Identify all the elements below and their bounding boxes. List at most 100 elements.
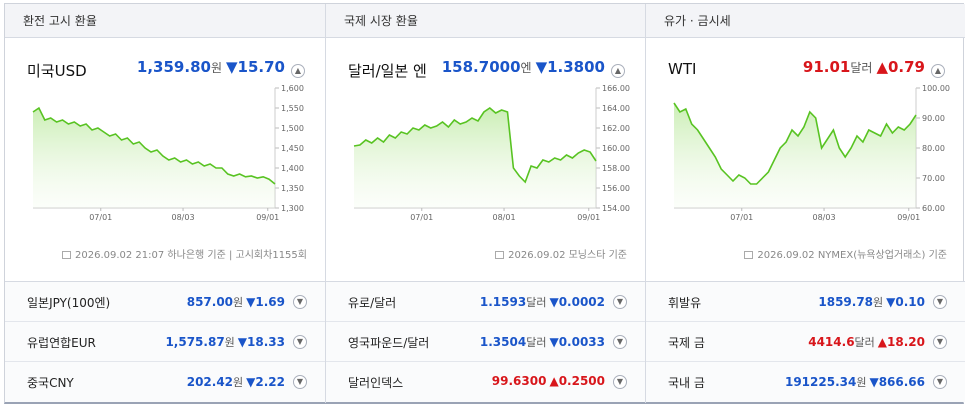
row-change-arrow-icon: ▼ [549, 295, 559, 309]
row-name[interactable]: 유로/달러 [348, 296, 397, 310]
x-tick-label: 08/03 [813, 213, 836, 222]
row-unit: 원 [873, 296, 884, 309]
row-price: 1859.78 [818, 295, 874, 309]
row-unit: 달러 [526, 296, 547, 309]
quote-row[interactable]: 일본JPY(100엔) 857.00원 ▼1.69 ▼ [5, 282, 325, 322]
y-tick-label: 1,450 [281, 144, 304, 153]
y-tick-label: 80.00 [922, 144, 945, 153]
row-name[interactable]: 일본JPY(100엔) [27, 296, 111, 310]
y-tick-label: 1,550 [281, 104, 304, 113]
row-price: 1,575.87 [165, 335, 225, 349]
row-name[interactable]: 중국CNY [27, 376, 74, 390]
expand-chevron-icon[interactable]: ▼ [933, 335, 947, 349]
quote-row[interactable]: 유로/달러 1.1593달러 ▼0.0002 ▼ [326, 282, 645, 322]
row-change: 18.33 [247, 335, 285, 349]
row-name[interactable]: 국내 금 [668, 376, 705, 390]
quote-list: 유로/달러 1.1593달러 ▼0.0002 ▼ 영국파운드/달러 1.3504달러 ▼0.… [326, 281, 645, 402]
quote-row[interactable]: 영국파운드/달러 1.3504달러 ▼0.0033 ▼ [326, 322, 645, 362]
row-price: 1.3504 [479, 335, 527, 349]
main-quote: 달러/일본 엔 158.7000엔 ▼1.3800 ▲ 166.00 164.00 162.… [326, 38, 645, 281]
main-quote: WTI 91.01달러 ▲0.79 ▲ 100.00 90.00 80.00 70.00 60.… [646, 38, 965, 281]
y-tick-label: 100.00 [922, 84, 950, 93]
row-name[interactable]: 유럽연합EUR [27, 336, 96, 350]
quote-row[interactable]: 국제 금 4414.6달러 ▲18.20 ▼ [646, 322, 965, 362]
series-area [674, 103, 916, 208]
series-area [354, 108, 596, 208]
x-tick-label: 09/01 [897, 213, 920, 222]
row-change-arrow-icon: ▲ [549, 374, 559, 388]
change-value: 15.70 [237, 58, 285, 76]
price-value: 158.7000 [441, 58, 521, 76]
expand-chevron-icon[interactable]: ▼ [293, 335, 307, 349]
row-value: 1.3504달러 ▼0.0033 [480, 334, 605, 350]
y-tick-label: 70.00 [922, 174, 945, 183]
expand-chevron-icon[interactable]: ▼ [293, 375, 307, 389]
x-tick-label: 07/01 [89, 213, 112, 222]
row-name[interactable]: 달러인덱스 [348, 376, 404, 390]
row-change-arrow-icon: ▲ [877, 335, 888, 349]
row-price: 99.6300 [491, 374, 547, 388]
quote-price: 1,359.80원 ▼15.70 [137, 58, 285, 76]
quote-list: 일본JPY(100엔) 857.00원 ▼1.69 ▼ 유럽연합EUR 1,575.87원… [5, 281, 325, 402]
row-name[interactable]: 국제 금 [668, 336, 705, 350]
quote-row[interactable]: 중국CNY 202.42원 ▼2.22 ▼ [5, 362, 325, 402]
row-change: 2.22 [255, 375, 285, 389]
price-unit: 달러 [850, 61, 873, 75]
row-value: 1.1593달러 ▼0.0002 [480, 294, 605, 310]
y-tick-label: 166.00 [602, 84, 630, 93]
collapse-toggle-button[interactable]: ▲ [931, 64, 945, 78]
row-unit: 달러 [854, 336, 875, 349]
series-line [32, 106, 276, 185]
row-name[interactable]: 영국파운드/달러 [348, 336, 430, 350]
expand-chevron-icon[interactable]: ▼ [933, 295, 947, 309]
row-value: 1859.78원 ▼0.10 [818, 294, 925, 310]
quote-list: 휘발유 1859.78원 ▼0.10 ▼ 국제 금 4414.6달러 ▲18.20 ▼ 국내 금… [646, 281, 965, 402]
row-value: 191225.34원 ▼866.66 [785, 374, 925, 390]
price-unit: 원 [210, 61, 222, 75]
quote-price: 91.01달러 ▲0.79 [803, 58, 925, 76]
quote-name[interactable]: 미국USD [27, 62, 87, 80]
row-change: 18.20 [887, 335, 925, 349]
change-value: 0.79 [887, 58, 925, 76]
main-quote: 미국USD 1,359.80원 ▼15.70 ▲ 1,600 1,550 1,500 1,45… [5, 38, 325, 281]
expand-chevron-icon[interactable]: ▼ [613, 375, 627, 389]
row-change-arrow-icon: ▼ [246, 375, 256, 389]
expand-chevron-icon[interactable]: ▼ [933, 375, 947, 389]
quote-name[interactable]: WTI [668, 60, 697, 78]
market-widget: 환전 고시 환율 미국USD 1,359.80원 ▼15.70 ▲ 1,600 1,550 1… [4, 3, 965, 404]
collapse-toggle-button[interactable]: ▲ [611, 64, 625, 78]
collapse-toggle-button[interactable]: ▲ [291, 64, 305, 78]
y-tick-label: 90.00 [922, 114, 945, 123]
x-tick-label: 07/01 [730, 213, 753, 222]
column-header[interactable]: 국제 시장 환율 [326, 4, 645, 38]
source-text: 2026.09.02 NYMEX(뉴욕상업거래소) 기준 [757, 250, 947, 261]
expand-chevron-icon[interactable]: ▼ [613, 295, 627, 309]
series-line [673, 102, 917, 185]
quote-row[interactable]: 국내 금 191225.34원 ▼866.66 ▼ [646, 362, 965, 402]
row-price: 202.42 [186, 375, 234, 389]
y-tick-label: 156.00 [602, 184, 630, 193]
row-name[interactable]: 휘발유 [668, 296, 702, 310]
x-tick-label: 07/01 [410, 213, 433, 222]
expand-chevron-icon[interactable]: ▼ [613, 335, 627, 349]
source-text: 2026.09.02 모닝스타 기준 [508, 250, 627, 261]
quote-name[interactable]: 달러/일본 엔 [348, 62, 427, 80]
series-line [353, 106, 597, 184]
column-header[interactable]: 유가 · 금시세 [646, 4, 965, 38]
quote-row[interactable]: 유럽연합EUR 1,575.87원 ▼18.33 ▼ [5, 322, 325, 362]
column-header[interactable]: 환전 고시 환율 [5, 4, 325, 38]
quote-row[interactable]: 휘발유 1859.78원 ▼0.10 ▼ [646, 282, 965, 322]
quote-price: 158.7000엔 ▼1.3800 [442, 58, 605, 76]
row-value: 99.6300 ▲0.2500 [492, 374, 605, 388]
x-tick-label: 09/01 [256, 213, 279, 222]
row-unit: 달러 [526, 336, 547, 349]
change-value: 1.3800 [547, 58, 605, 76]
row-price: 4414.6 [808, 335, 855, 349]
quote-row[interactable]: 달러인덱스 99.6300 ▲0.2500 ▼ [326, 362, 645, 402]
row-change-arrow-icon: ▼ [869, 375, 879, 389]
x-tick-label: 09/01 [577, 213, 600, 222]
y-tick-label: 158.00 [602, 164, 630, 173]
expand-chevron-icon[interactable]: ▼ [293, 295, 307, 309]
document-icon [62, 251, 71, 259]
y-tick-label: 164.00 [602, 104, 630, 113]
